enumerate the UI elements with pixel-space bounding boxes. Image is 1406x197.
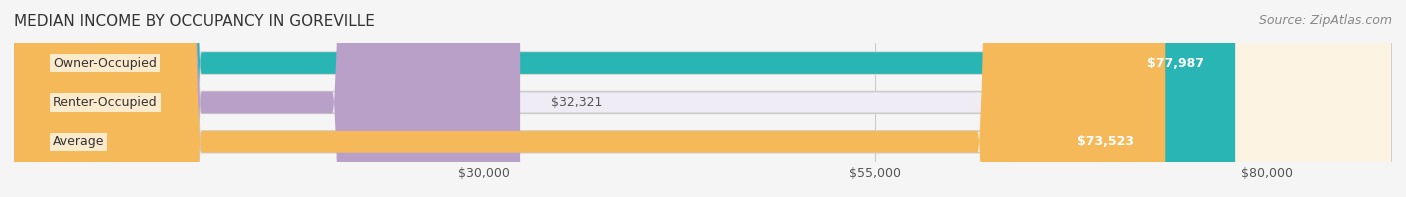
FancyBboxPatch shape [14, 0, 1392, 197]
Text: Average: Average [53, 135, 104, 148]
FancyBboxPatch shape [14, 0, 1234, 197]
Text: $77,987: $77,987 [1147, 57, 1204, 70]
Text: Source: ZipAtlas.com: Source: ZipAtlas.com [1258, 14, 1392, 27]
FancyBboxPatch shape [14, 0, 1392, 197]
FancyBboxPatch shape [14, 0, 520, 197]
Text: MEDIAN INCOME BY OCCUPANCY IN GOREVILLE: MEDIAN INCOME BY OCCUPANCY IN GOREVILLE [14, 14, 375, 29]
FancyBboxPatch shape [14, 0, 1392, 197]
Text: Owner-Occupied: Owner-Occupied [53, 57, 157, 70]
Text: $32,321: $32,321 [551, 96, 603, 109]
Text: Renter-Occupied: Renter-Occupied [53, 96, 157, 109]
Text: $73,523: $73,523 [1077, 135, 1135, 148]
FancyBboxPatch shape [14, 0, 1166, 197]
